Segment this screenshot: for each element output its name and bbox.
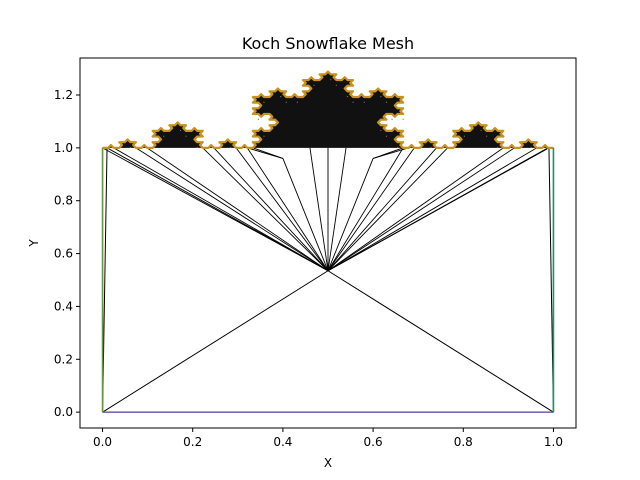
mesh-node bbox=[196, 146, 198, 149]
mesh-node bbox=[346, 96, 349, 98]
x-axis-ticks: 0.0 0.2 0.4 0.6 0.8 1.0 bbox=[93, 428, 563, 449]
chart-title: Koch Snowflake Mesh bbox=[242, 34, 414, 53]
mesh-edge bbox=[327, 147, 449, 272]
x-tick-label: 1.0 bbox=[544, 435, 563, 449]
koch-boundary-curve bbox=[102, 70, 554, 149]
mesh-node bbox=[402, 118, 404, 120]
mesh-edge bbox=[327, 147, 504, 272]
mesh-edge bbox=[327, 147, 437, 272]
mesh-edge bbox=[146, 147, 329, 272]
mesh-edge bbox=[327, 147, 515, 272]
mesh-edge bbox=[213, 147, 329, 272]
mesh-node bbox=[530, 146, 532, 149]
y-tick-label: 0.4 bbox=[54, 299, 73, 313]
mesh-edge bbox=[102, 270, 329, 413]
x-axis-label: X bbox=[324, 456, 332, 470]
mesh-node bbox=[296, 101, 298, 103]
mesh-node bbox=[486, 135, 488, 137]
x-tick-label: 0.0 bbox=[93, 435, 112, 449]
mesh-node bbox=[380, 129, 382, 132]
mesh-node bbox=[129, 146, 131, 149]
x-tick-label: 0.8 bbox=[454, 435, 473, 449]
mesh-edge bbox=[327, 270, 554, 413]
mesh-edge bbox=[252, 147, 284, 159]
mesh-node bbox=[391, 118, 393, 120]
mesh-edge bbox=[102, 147, 329, 272]
mesh-edge bbox=[327, 147, 415, 272]
mesh-node bbox=[352, 101, 354, 103]
mesh-edge bbox=[246, 147, 329, 271]
mesh-edge bbox=[327, 147, 549, 272]
y-tick-label: 0.2 bbox=[54, 352, 73, 366]
koch-mesh-fill bbox=[102, 71, 554, 148]
mesh-node bbox=[185, 135, 187, 137]
mesh-node bbox=[263, 135, 265, 137]
mesh-node bbox=[285, 101, 287, 103]
mesh-node bbox=[163, 135, 165, 137]
mesh-node bbox=[335, 84, 337, 86]
mesh-node bbox=[330, 79, 332, 81]
mesh-node bbox=[263, 101, 265, 103]
mesh-node bbox=[280, 96, 282, 98]
mesh-edges bbox=[102, 71, 554, 413]
y-tick-label: 0.6 bbox=[54, 247, 73, 261]
mesh-edge bbox=[372, 147, 409, 159]
mesh-node bbox=[179, 129, 182, 132]
mesh-node bbox=[480, 129, 482, 132]
mesh-edge bbox=[135, 147, 329, 272]
mesh-node bbox=[430, 146, 432, 149]
mesh-node bbox=[396, 146, 399, 149]
mesh-node bbox=[385, 101, 388, 103]
y-axis-label: Y bbox=[27, 239, 41, 248]
x-tick-label: 0.6 bbox=[364, 435, 383, 449]
mesh-edge bbox=[282, 158, 329, 271]
x-tick-label: 0.4 bbox=[273, 435, 292, 449]
mesh-node bbox=[385, 135, 388, 137]
mesh-edge bbox=[327, 147, 404, 271]
mesh-edge bbox=[309, 147, 329, 271]
mesh-node bbox=[257, 118, 260, 120]
boundary-lines bbox=[101, 70, 555, 413]
mesh-node bbox=[363, 101, 365, 103]
plot-frame bbox=[79, 57, 577, 429]
mesh-node bbox=[497, 146, 499, 149]
mesh-edge bbox=[327, 147, 537, 272]
y-tick-label: 1.2 bbox=[54, 88, 73, 102]
y-tick-label: 1.0 bbox=[54, 141, 73, 155]
mesh-node bbox=[229, 146, 232, 149]
mesh-edge bbox=[202, 147, 329, 272]
mesh-edge bbox=[327, 147, 347, 271]
mesh-node bbox=[313, 84, 315, 86]
mesh-edge bbox=[113, 147, 329, 272]
y-axis-ticks: 0.0 0.2 0.4 0.6 0.8 1.0 1.2 bbox=[54, 88, 80, 419]
y-tick-label: 0.0 bbox=[54, 405, 73, 419]
mesh-edge bbox=[235, 147, 329, 272]
mesh-node bbox=[463, 135, 465, 137]
x-tick-label: 0.2 bbox=[183, 435, 202, 449]
mesh-node bbox=[380, 96, 382, 98]
mesh-edge bbox=[327, 158, 374, 271]
y-tick-label: 0.8 bbox=[54, 194, 73, 208]
